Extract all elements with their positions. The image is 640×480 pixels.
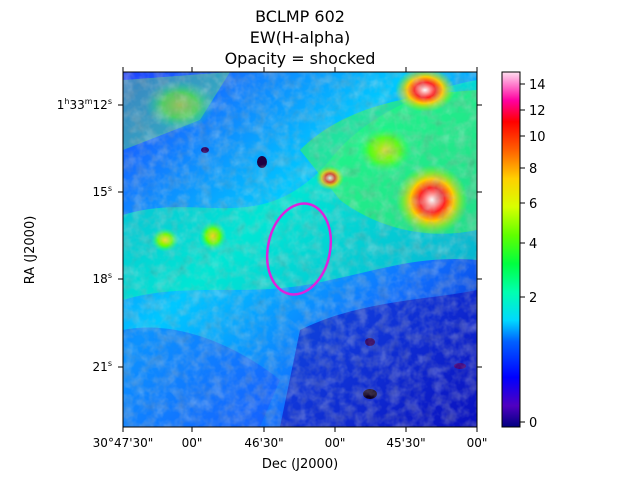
x-tick-label: 46'30" <box>244 436 283 450</box>
x-axis-label: Dec (J2000) <box>262 457 338 472</box>
colorbar-tick-label: 10 <box>529 130 546 145</box>
y-tick-label: 18s <box>93 271 112 286</box>
y-axis-label: RA (J2000) <box>23 216 38 285</box>
title-line-1: BCLMP 602 <box>255 7 345 26</box>
y-tick-label: 21s <box>93 359 112 374</box>
colorbar-tick-label: 14 <box>529 78 546 93</box>
colorbar <box>501 71 521 428</box>
colorbar-axis: 0 2 4 6 8 10 12 14 <box>520 78 546 431</box>
colorbar-tick-label: 6 <box>529 197 537 212</box>
region-ellipse <box>265 202 333 296</box>
plot-frame <box>122 71 478 428</box>
title-line-3: Opacity = shocked <box>225 49 376 68</box>
colorbar-tick-label: 2 <box>529 291 537 306</box>
x-tick-label: 00" <box>325 436 346 450</box>
x-axis: 30°47'30" 00" 46'30" 00" 45'30" 00" <box>93 67 488 450</box>
colorbar-tick-label: 4 <box>529 237 537 252</box>
y-axis: 1h33m12s 15s 18s 21s <box>57 97 482 374</box>
heatmap-image <box>123 72 477 427</box>
y-tick-label: 1h33m12s <box>57 97 112 112</box>
x-tick-label: 00" <box>467 436 488 450</box>
colorbar-tick-label: 8 <box>529 162 537 177</box>
x-tick-label: 45'30" <box>386 436 425 450</box>
y-tick-label: 15s <box>93 184 112 199</box>
x-tick-label: 00" <box>182 436 203 450</box>
x-tick-label: 30°47'30" <box>93 436 154 450</box>
title-line-2: EW(H-alpha) <box>250 28 351 47</box>
colorbar-tick-label: 0 <box>529 416 537 431</box>
colorbar-tick-label: 12 <box>529 104 546 119</box>
